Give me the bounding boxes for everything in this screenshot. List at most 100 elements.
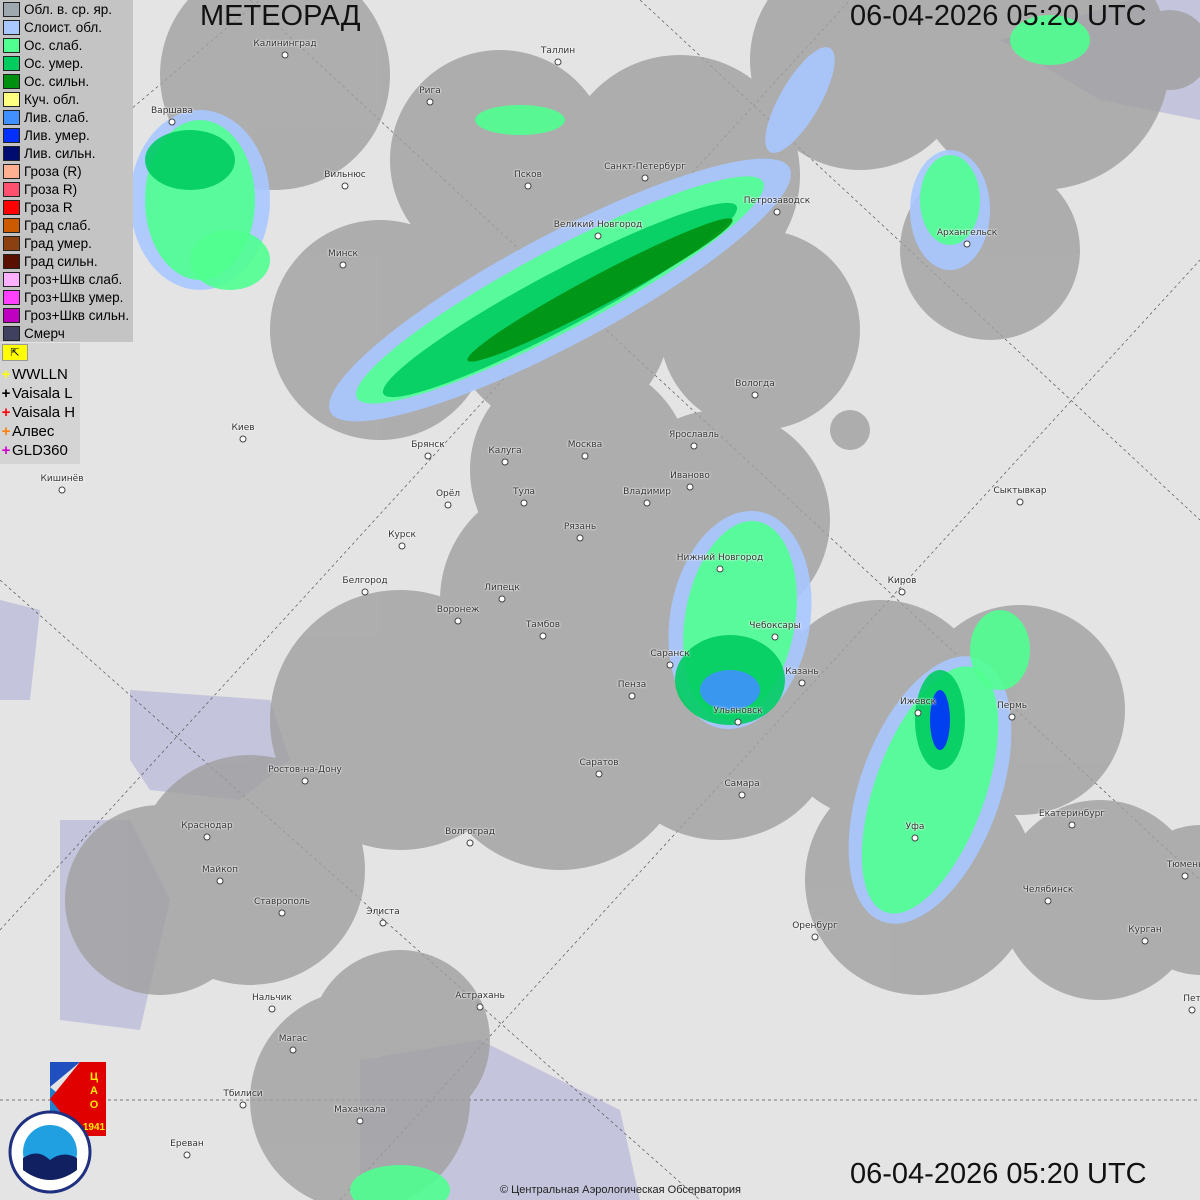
app-title: МЕТЕОРАД [200,0,361,32]
city-marker-icon [738,791,746,799]
legend-label: Обл. в. ср. яр. [24,1,113,17]
city-marker-icon [454,617,462,625]
city-marker-icon [239,1101,247,1109]
precip-echo [190,230,270,290]
legend-label: Смерч [24,325,65,341]
city-marker-icon [281,51,289,59]
city-label: Ярославль [668,430,720,440]
city-marker-icon [424,452,432,460]
legend-label: Лив. умер. [24,127,90,143]
city-marker-icon [811,933,819,941]
city-label: Рязань [563,522,597,532]
legend-item: Лив. сильн. [0,144,133,162]
legend-item: Гроз+Шкв слаб. [0,270,133,288]
city-marker-icon [398,542,406,550]
city-marker-icon [216,877,224,885]
radar-coverage-circle [1130,10,1200,90]
legend-label: Лив. слаб. [24,109,89,125]
city-label: Нижний Новгород [676,553,764,563]
lightning-legend-item: + Vaisala H [0,403,80,422]
precip-echo [700,670,760,710]
lightning-legend-item: + Алвес [0,422,80,441]
city-marker-icon [268,1005,276,1013]
city-marker-icon [501,458,509,466]
flag-icon[interactable]: ⇱ [2,344,28,361]
lightning-legend-label: Алвес [12,423,55,440]
precip-echo [467,218,733,362]
city-marker-icon [476,1003,484,1011]
legend-label: Ос. умер. [24,55,84,71]
precipitation-echoes [130,15,1090,1200]
precip-echo [920,155,980,245]
legend-swatch [3,73,20,89]
legend-swatch [3,37,20,53]
legend-swatch [3,253,20,269]
radar-coverage-circle [1125,825,1200,975]
city-label: Псков [514,170,542,180]
city-marker-icon [716,565,724,573]
city-label: Краснодар [181,821,233,831]
cross-icon: + [1,423,11,440]
city-marker-icon [1016,498,1024,506]
city-marker-icon [239,435,247,443]
city-label: Тамбов [525,620,561,630]
precip-echo [1010,15,1090,65]
city-marker-icon [734,718,742,726]
city-marker-icon [898,588,906,596]
city-label: Москва [567,440,603,450]
city-label: Пет [1183,994,1200,1004]
city-marker-icon [914,709,922,717]
legend-item: Гроза R) [0,180,133,198]
legend-swatch [3,91,20,107]
legend-swatch [3,163,20,179]
city-marker-icon [771,633,779,641]
city-label: Владимир [623,487,671,497]
city-label: Тюмень [1166,860,1200,870]
city-marker-icon [963,240,971,248]
city-marker-icon [361,588,369,596]
city-label: Казань [785,667,819,677]
city-label: Архангельск [936,228,998,238]
city-label: Липецк [484,583,520,593]
city-label: Ставрополь [253,897,311,907]
city-marker-icon [58,486,66,494]
copyright-text: © Центральная Аэрологическая Обсерватори… [500,1184,741,1196]
precip-echo [765,47,835,153]
city-marker-icon [911,834,919,842]
legend-item: Смерч [0,324,133,342]
precip-echo [970,610,1030,690]
legend-label: Ос. слаб. [24,37,83,53]
legend-label: Гроза R [24,199,73,215]
legend-item: Гроз+Шкв сильн. [0,306,133,324]
city-label: Воронеж [436,605,480,615]
legend-item: Град слаб. [0,216,133,234]
city-marker-icon [751,391,759,399]
city-marker-icon [426,98,434,106]
city-label: Астрахань [455,991,505,1001]
legend-label: Град сильн. [24,253,98,269]
legend-swatch [3,19,20,35]
city-label: Ижевск [899,697,937,707]
radar-coverage-circle [660,230,860,430]
city-marker-icon [576,534,584,542]
legend-item: Гроз+Шкв умер. [0,288,133,306]
city-marker-icon [641,174,649,182]
city-label: Брянск [411,440,445,450]
city-marker-icon [278,909,286,917]
city-label: Сыктывкар [993,486,1047,496]
cross-icon: + [1,385,11,402]
precipitation-legend: Обл. в. ср. яр. Слоист. обл. Ос. слаб. Ос. … [0,0,133,342]
city-label: Иваново [670,471,710,481]
legend-label: Слоист. обл. [24,19,103,35]
city-marker-icon [183,1151,191,1159]
svg-text:1941: 1941 [83,1122,106,1133]
city-marker-icon [628,692,636,700]
city-label: Белгород [342,576,388,586]
city-marker-icon [1044,897,1052,905]
legend-swatch [3,145,20,161]
city-marker-icon [339,261,347,269]
legend-item: Ос. сильн. [0,72,133,90]
legend-item: Слоист. обл. [0,18,133,36]
legend-swatch [3,271,20,287]
